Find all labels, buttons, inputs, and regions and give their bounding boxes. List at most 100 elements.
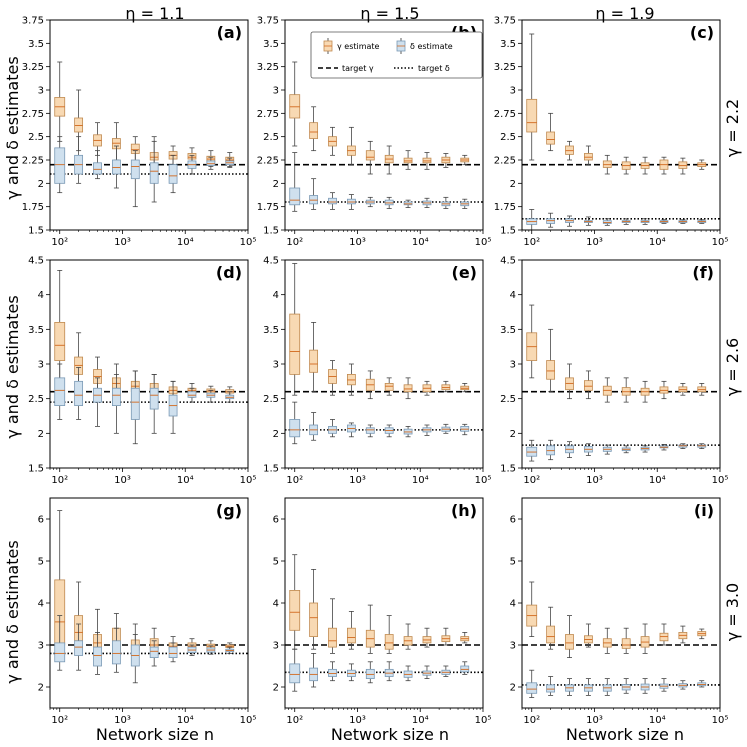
xtick-label-g-0: 10² <box>51 715 68 726</box>
ytick-label-e-0: 1.5 <box>263 464 279 475</box>
panel-c: 1.5 1.75 2 2.25 2.5 2.75 3 3.25 3.5 3.75 10² 10³ 10⁴… <box>494 16 729 249</box>
delta-box-f-3 <box>583 443 593 456</box>
xtick-label-e-1: 10³ <box>349 475 366 486</box>
ytick-label-e-6: 4.5 <box>263 256 279 267</box>
delta-box-e-9 <box>460 423 470 436</box>
delta-box-g-4 <box>130 634 140 684</box>
xtick-label-c-3: 10⁵ <box>712 237 729 248</box>
ytick-label-d-1: 2 <box>38 429 44 440</box>
gamma-box-e-2 <box>328 360 337 396</box>
xtick-label-f-0: 10² <box>523 475 540 486</box>
delta-box-c-1 <box>546 212 556 228</box>
panel-label-g: (g) <box>216 501 242 520</box>
ytick-label-e-3: 3 <box>273 360 279 371</box>
delta-box-h-4 <box>365 661 375 684</box>
ytick-label-c-9: 3.75 <box>494 16 516 27</box>
delta-box-b-4 <box>365 196 375 208</box>
gamma-box-c-2 <box>565 140 574 161</box>
delta-box-a-8 <box>206 156 216 170</box>
delta-box-d-6 <box>168 380 178 434</box>
gamma-box-e-4 <box>365 370 375 400</box>
xtick-label-b-3: 10⁵ <box>475 237 492 248</box>
axes-frame-c <box>521 19 721 231</box>
panel-label-a: (a) <box>217 23 242 42</box>
legend-frame <box>310 31 483 79</box>
ytick-label-a-1: 1.75 <box>22 202 44 213</box>
gamma-box-i-1 <box>546 606 556 650</box>
delta-box-h-6 <box>403 665 413 682</box>
delta-box-f-4 <box>602 444 612 455</box>
panel-e: 1.5 2 2.5 3 3.5 4 4.5 10² 10³ 10⁴ 10⁵ (e) <box>263 256 491 487</box>
delta-box-a-1 <box>74 136 84 184</box>
gamma-box-h-0 <box>289 554 301 650</box>
legend-delta-estimate: δ estimate <box>410 42 453 51</box>
gamma-box-c-7 <box>659 156 669 175</box>
delta-box-g-6 <box>168 642 178 663</box>
gamma-box-h-7 <box>422 627 432 648</box>
ytick-label-b-8: 3.5 <box>263 39 279 50</box>
xtick-label-b-1: 10³ <box>349 237 366 248</box>
delta-box-c-4 <box>602 218 612 226</box>
delta-box-d-0 <box>54 363 66 420</box>
xtick-label-a-2: 10⁴ <box>177 237 194 248</box>
panel-label-h: (h) <box>451 501 477 520</box>
ytick-label-c-6: 3 <box>510 86 516 97</box>
delta-box-g-3 <box>111 627 121 673</box>
gamma-box-c-8 <box>678 157 688 175</box>
delta-box-c-3 <box>583 216 593 226</box>
gamma-box-b-3 <box>346 126 356 166</box>
gamma-box-e-9 <box>460 383 470 393</box>
delta-box-h-0 <box>289 648 301 692</box>
gamma-box-i-8 <box>678 625 688 644</box>
xtick-label-i-2: 10⁴ <box>649 715 666 726</box>
delta-box-e-2 <box>328 419 337 438</box>
delta-box-i-3 <box>583 678 593 696</box>
gamma-box-b-7 <box>422 152 432 170</box>
ytick-label-f-2: 2.5 <box>500 394 516 405</box>
gamma-box-b-9 <box>460 154 470 166</box>
y-axis-label-1: γ and δ estimates <box>3 56 22 199</box>
ytick-label-a-4: 2.5 <box>28 132 44 143</box>
ytick-label-b-3: 2.25 <box>257 156 279 167</box>
panel-label-d: (d) <box>216 263 242 282</box>
delta-box-a-6 <box>168 154 178 194</box>
ytick-label-e-2: 2.5 <box>263 394 279 405</box>
xtick-label-i-1: 10³ <box>586 715 603 726</box>
ytick-label-a-5: 2.75 <box>22 109 44 120</box>
delta-box-a-2 <box>93 150 102 180</box>
gamma-box-h-9 <box>460 632 470 644</box>
panel-label-e: (e) <box>452 263 477 282</box>
delta-box-d-8 <box>206 389 216 403</box>
delta-box-a-9 <box>225 157 235 168</box>
ytick-label-g-0: 2 <box>38 683 44 694</box>
ytick-label-c-7: 3.25 <box>494 62 516 73</box>
axes-frame-a <box>49 19 249 231</box>
ytick-label-h-2: 4 <box>273 599 279 610</box>
axes-frame-g <box>49 497 249 709</box>
delta-box-c-6 <box>640 218 650 225</box>
panel-label-i: (i) <box>694 501 714 520</box>
ytick-label-f-0: 1.5 <box>500 464 516 475</box>
xtick-label-h-2: 10⁴ <box>412 715 429 726</box>
gamma-box-b-2 <box>328 126 337 156</box>
xtick-label-d-2: 10⁴ <box>177 475 194 486</box>
gamma-box-e-6 <box>403 377 413 400</box>
xtick-label-e-2: 10⁴ <box>412 475 429 486</box>
delta-box-i-0 <box>526 669 538 698</box>
delta-box-d-2 <box>93 377 102 427</box>
gamma-box-a-0 <box>54 61 66 142</box>
xtick-label-d-1: 10³ <box>114 475 131 486</box>
delta-box-i-8 <box>678 680 688 690</box>
delta-box-e-6 <box>403 425 413 438</box>
delta-box-i-2 <box>565 678 574 696</box>
delta-box-e-4 <box>365 424 375 438</box>
gamma-box-i-4 <box>602 627 612 654</box>
delta-box-e-3 <box>346 422 356 438</box>
ytick-label-h-0: 2 <box>273 683 279 694</box>
x-axis-label-3: Network size n <box>566 725 684 744</box>
gamma-box-e-5 <box>384 377 394 396</box>
ytick-label-h-4: 6 <box>273 515 279 526</box>
ytick-label-a-0: 1.5 <box>28 226 44 237</box>
xtick-label-d-3: 10⁵ <box>240 475 257 486</box>
ytick-label-b-0: 1.5 <box>263 226 279 237</box>
